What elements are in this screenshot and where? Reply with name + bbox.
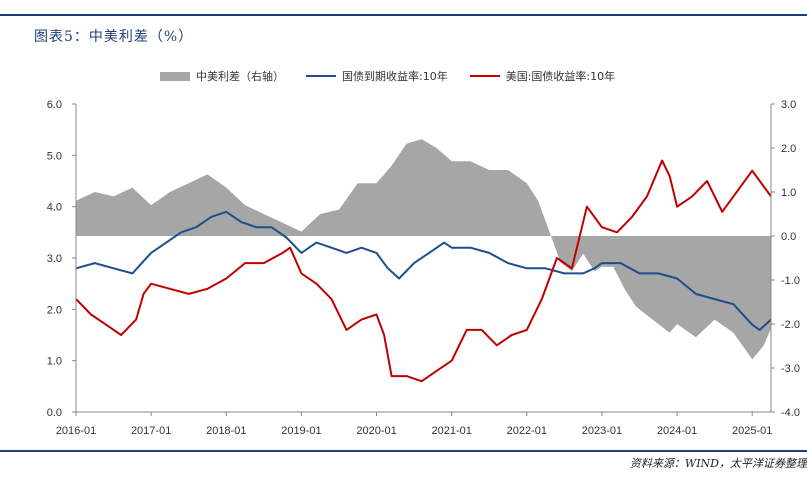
legend-item-spread: 中美利差（右轴）: [160, 68, 284, 84]
left-tick-label: 3.0: [47, 253, 62, 265]
x-tick-label: 2021-01: [431, 425, 471, 437]
legend-item-us: 美国:国债收益率:10年: [469, 68, 616, 84]
legend-item-cn: 国债到期收益率:10年: [306, 68, 448, 84]
right-tick-label: -4.0: [781, 407, 800, 419]
right-tick-label: -3.0: [781, 363, 800, 375]
right-tick-label: 0.0: [781, 231, 796, 243]
right-tick-label: 3.0: [781, 99, 796, 111]
left-tick-label: 1.0: [47, 356, 62, 368]
x-tick-label: 2019-01: [281, 425, 321, 437]
left-tick-label: 6.0: [47, 99, 62, 111]
x-tick-label: 2020-01: [356, 425, 396, 437]
figure-title: 图表5：中美利差（%）: [34, 29, 194, 45]
right-tick-label: 1.0: [781, 187, 796, 199]
x-tick-label: 2025-01: [732, 425, 772, 437]
chart-legend: 中美利差（右轴） 国债到期收益率:10年 美国:国债收益率:10年: [160, 68, 637, 84]
x-tick-label: 2017-01: [131, 425, 171, 437]
x-tick-label: 2024-01: [657, 425, 697, 437]
us-yield-line: [75, 159, 772, 383]
left-tick-label: 0.0: [47, 407, 62, 419]
legend-swatch-us: [469, 75, 500, 77]
legend-swatch-spread: [160, 71, 190, 81]
x-tick-label: 2018-01: [206, 425, 246, 437]
left-tick-label: 4.0: [47, 202, 62, 214]
bottom-rule: [0, 450, 807, 452]
legend-label-us: 美国:国债收益率:10年: [505, 70, 616, 83]
top-rule: [0, 14, 807, 16]
right-tick-label: 2.0: [781, 143, 796, 155]
left-tick-label: 5.0: [47, 150, 62, 162]
left-tick-label: 2.0: [47, 304, 62, 316]
legend-swatch-cn: [306, 75, 336, 77]
spread-area: [76, 139, 771, 360]
x-tick-label: 2022-01: [507, 425, 547, 437]
x-tick-label: 2023-01: [582, 425, 622, 437]
x-tick-label: 2016-01: [56, 425, 96, 437]
right-tick-label: -1.0: [781, 275, 800, 287]
legend-label-cn: 国债到期收益率:10年: [342, 70, 448, 83]
cn-yield-line: [75, 210, 772, 331]
right-tick-label: -2.0: [781, 319, 800, 331]
source-note: 资料来源：WIND，太平洋证券整理: [629, 457, 807, 470]
legend-label-spread: 中美利差（右轴）: [196, 70, 284, 83]
